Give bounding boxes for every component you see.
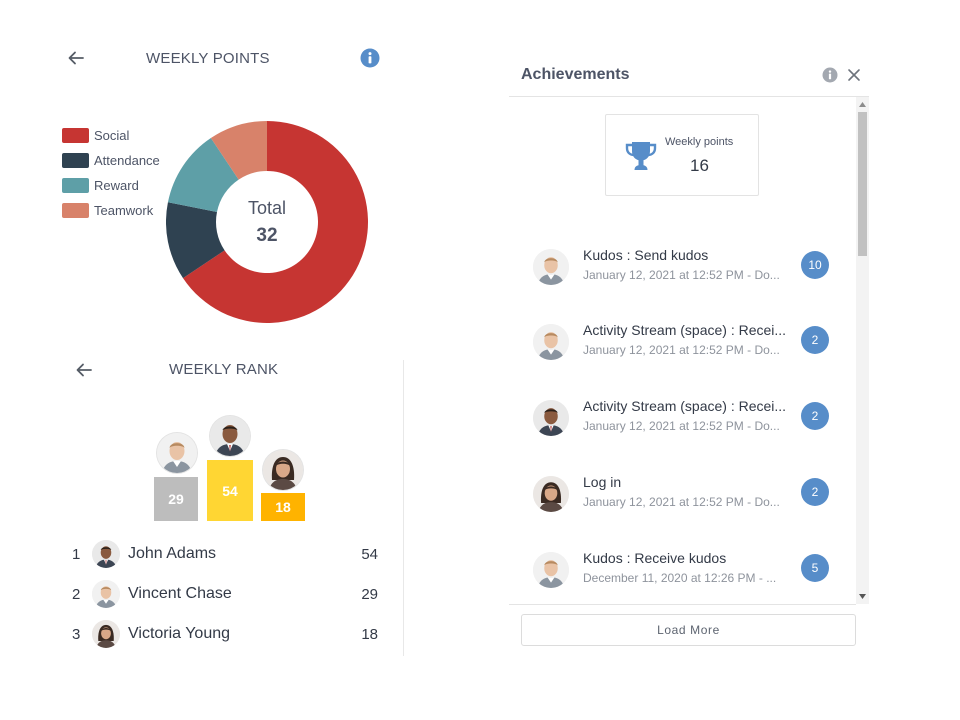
donut-total-label: Total — [247, 197, 287, 218]
rank-score: 18 — [361, 625, 378, 643]
podium-bar-third: 18 — [261, 493, 305, 521]
donut-center: Total 32 — [166, 121, 368, 323]
donut-slice-teamwork[interactable] — [210, 121, 267, 180]
weekly-points-card: Weekly points 16 — [605, 114, 759, 196]
avatar — [533, 249, 569, 285]
achievements-title: Achievements — [521, 66, 630, 83]
load-more-button[interactable]: Load More — [521, 614, 856, 646]
rank-score: 54 — [361, 545, 378, 563]
legend-swatch — [62, 178, 89, 193]
legend-item-attendance: Attendance — [62, 148, 160, 173]
donut-slice-social[interactable] — [183, 121, 368, 323]
rank-row[interactable]: 3 Victoria Young 18 — [72, 618, 378, 650]
legend-label: Reward — [94, 178, 139, 193]
achievement-item[interactable]: Kudos : Receive kudos December 11, 2020 … — [533, 549, 833, 589]
legend-label: Social — [94, 128, 130, 143]
achievement-title: Log in — [583, 474, 622, 490]
achievement-item[interactable]: Log in January 12, 2021 at 12:52 PM - Do… — [533, 473, 833, 513]
legend-item-reward: Reward — [62, 173, 160, 198]
legend-item-social: Social — [62, 123, 160, 148]
podium-avatar-second[interactable] — [157, 433, 197, 473]
rank-number: 2 — [72, 585, 81, 603]
avatar — [92, 620, 120, 648]
podium-avatar-first[interactable] — [210, 416, 250, 456]
podium-avatar-third[interactable] — [263, 450, 303, 490]
podium-score: 18 — [275, 499, 291, 515]
achievement-title: Kudos : Send kudos — [583, 247, 709, 263]
achievement-title: Kudos : Receive kudos — [583, 550, 727, 566]
achievement-date: January 12, 2021 at 12:52 PM - Do... — [583, 495, 780, 509]
achievement-date: January 12, 2021 at 12:52 PM - Do... — [583, 343, 780, 357]
donut-total-value: 32 — [256, 224, 278, 246]
avatar — [533, 324, 569, 360]
weekly-rank-back-button[interactable] — [73, 359, 95, 381]
legend-item-teamwork: Teamwork — [62, 198, 160, 223]
trophy-icon — [623, 138, 659, 174]
points-donut-chart: Total 32 — [166, 121, 368, 323]
podium-score: 54 — [222, 482, 238, 499]
legend-swatch — [62, 153, 89, 168]
scrollbar-thumb[interactable] — [858, 112, 867, 256]
achievement-points-badge: 2 — [801, 402, 829, 430]
arrow-left-icon — [76, 363, 92, 377]
scroll-down-arrow-icon[interactable] — [856, 590, 869, 602]
points-legend: Social Attendance Reward Teamwork — [62, 123, 160, 223]
rank-name: Vincent Chase — [128, 585, 232, 602]
weekly-points-value: 16 — [690, 156, 709, 175]
podium-bar-second: 29 — [154, 477, 198, 521]
donut-slice-attendance[interactable] — [166, 202, 225, 279]
achievement-points-badge: 2 — [801, 478, 829, 506]
achievement-points-badge: 5 — [801, 554, 829, 582]
avatar — [533, 552, 569, 588]
scroll-up-arrow-icon[interactable] — [856, 98, 869, 110]
drawer-footer-divider — [509, 604, 856, 605]
info-icon[interactable] — [360, 48, 380, 68]
weekly-points-title: WEEKLY POINTS — [146, 50, 270, 67]
rank-row[interactable]: 2 Vincent Chase 29 — [72, 578, 378, 610]
achievement-date: January 12, 2021 at 12:52 PM - Do... — [583, 419, 780, 433]
avatar — [533, 400, 569, 436]
legend-swatch — [62, 203, 89, 218]
achievement-title: Activity Stream (space) : Recei... — [583, 322, 787, 338]
rank-number: 1 — [72, 545, 81, 563]
rank-name: Victoria Young — [128, 625, 231, 642]
podium-bar-first: 54 — [207, 460, 253, 521]
donut-slice-reward[interactable] — [167, 138, 239, 213]
avatar — [533, 476, 569, 512]
avatar — [92, 540, 120, 568]
achievement-item[interactable]: Kudos : Send kudos January 12, 2021 at 1… — [533, 246, 833, 286]
achievement-title: Activity Stream (space) : Recei... — [583, 398, 787, 414]
podium-score: 29 — [168, 491, 184, 507]
rank-name: John Adams — [128, 545, 217, 562]
close-icon[interactable] — [846, 67, 862, 83]
arrow-left-icon — [68, 51, 84, 65]
achievement-date: December 11, 2020 at 12:26 PM - ... — [583, 571, 777, 585]
weekly-points-label: Weekly points — [665, 136, 734, 148]
legend-swatch — [62, 128, 89, 143]
panel-divider — [403, 360, 404, 656]
drawer-header-divider — [509, 96, 869, 97]
rank-row[interactable]: 1 John Adams 54 — [72, 538, 378, 570]
info-icon[interactable] — [822, 67, 838, 83]
achievement-points-badge: 10 — [801, 251, 829, 279]
weekly-rank-title: WEEKLY RANK — [169, 361, 279, 378]
rank-number: 3 — [72, 625, 81, 643]
avatar — [92, 580, 120, 608]
achievement-date: January 12, 2021 at 12:52 PM - Do... — [583, 268, 780, 282]
weekly-points-back-button[interactable] — [65, 47, 87, 69]
legend-label: Teamwork — [94, 203, 154, 218]
legend-label: Attendance — [94, 153, 160, 168]
achievement-item[interactable]: Activity Stream (space) : Recei... Janua… — [533, 397, 833, 437]
achievement-points-badge: 2 — [801, 326, 829, 354]
rank-score: 29 — [361, 585, 378, 603]
achievement-item[interactable]: Activity Stream (space) : Recei... Janua… — [533, 321, 833, 361]
